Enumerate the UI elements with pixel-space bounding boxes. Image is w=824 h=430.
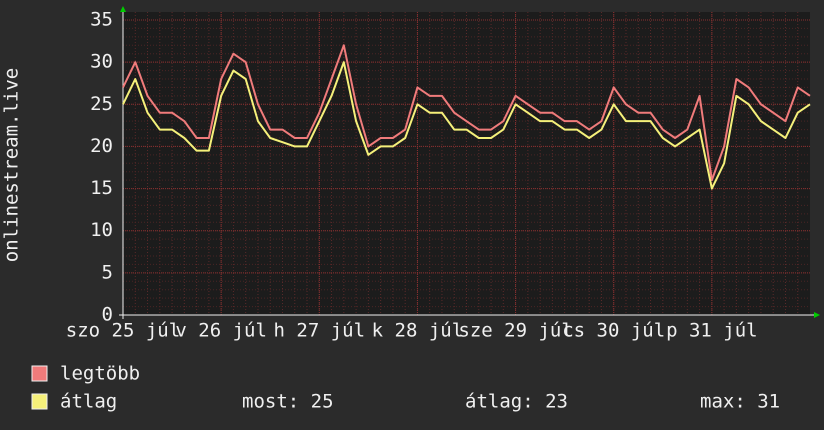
x-tick-label: h 27 júl: [274, 320, 366, 342]
legend-swatch: [31, 393, 48, 410]
axis-arrow: [120, 6, 126, 12]
y-tick-label: 30: [90, 51, 113, 73]
legend-label: legtöbb: [60, 363, 140, 385]
y-axis-label: onlinestream.live: [1, 68, 23, 262]
y-tick-label: 0: [102, 304, 113, 326]
series-line: [122, 44, 811, 182]
y-tick-label: 10: [90, 219, 113, 241]
x-tick-label: k 28 júl: [372, 320, 464, 342]
x-tick-label: p 31 júl: [666, 320, 758, 342]
x-tick-label: cs 30 júl: [562, 320, 665, 342]
legend-stat: átlag: 23: [465, 391, 568, 413]
axis-arrow: [814, 312, 820, 318]
y-tick-label: 35: [90, 9, 113, 31]
y-tick-label: 25: [90, 93, 113, 115]
series-line: [122, 61, 811, 190]
legend-stat: most: 25: [242, 391, 334, 413]
y-tick-label: 5: [102, 261, 113, 283]
y-tick-label: 15: [90, 177, 113, 199]
legend-stat: max: 31: [700, 391, 780, 413]
legend-swatch: [31, 365, 48, 382]
x-tick-label: v 26 júl: [175, 320, 267, 342]
y-tick-label: 20: [90, 135, 113, 157]
x-tick-label: sze 29 júl: [458, 320, 572, 342]
x-tick-label: szo 25 júl: [66, 320, 180, 342]
legend-label: átlag: [60, 391, 117, 413]
